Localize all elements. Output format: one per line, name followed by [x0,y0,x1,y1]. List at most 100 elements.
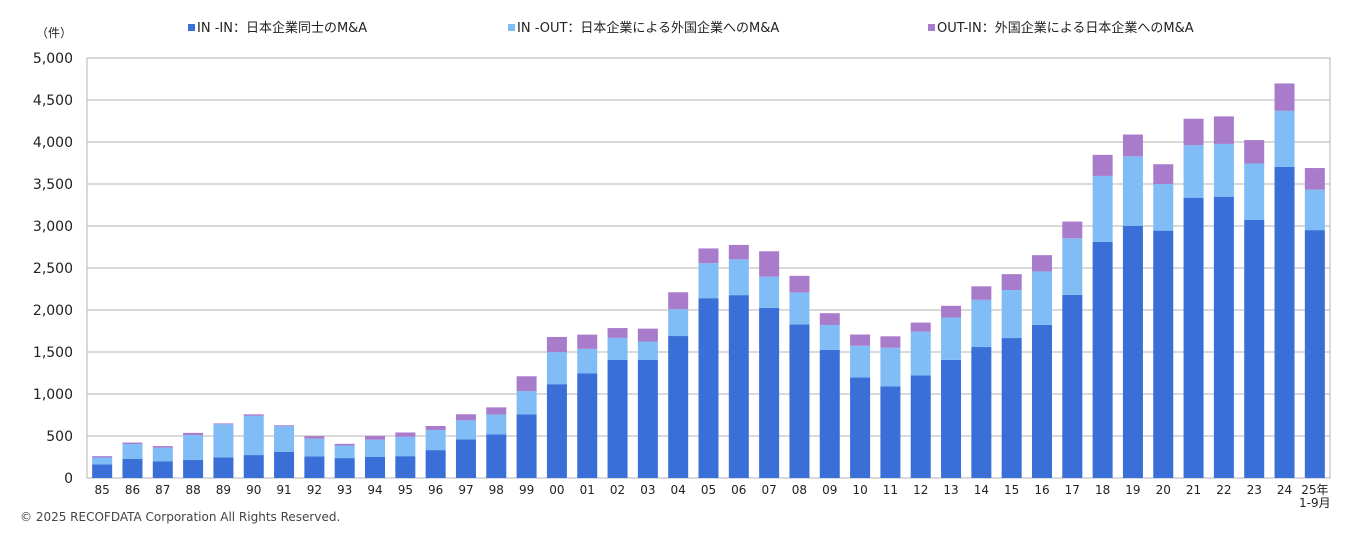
legend-label: IN -OUT：日本企業による外国企業へのM&A [517,20,779,36]
bar-segment-series-3 [1244,140,1265,164]
x-tick-label: 06 [731,483,746,497]
bar-segment-series-3 [1153,164,1174,184]
x-tick-label: 18 [1095,483,1110,497]
x-tick-label: 93 [337,483,352,497]
bar-segment-series-1 [1031,324,1052,478]
bar-segment-series-2 [274,426,295,452]
bar-segment-series-3 [880,336,901,348]
x-tick-label: 09 [822,483,837,497]
x-tick-label: 22 [1216,483,1231,497]
bar-segment-series-1 [152,461,173,478]
bar-segment-series-1 [910,375,931,478]
bar-segment-series-1 [1183,197,1204,478]
bar-segment-series-2 [577,348,598,374]
bar-segment-series-2 [455,420,476,440]
bar-segment-series-3 [1031,255,1052,272]
bar-segment-series-3 [637,328,658,342]
bar-segment-series-2 [971,299,992,348]
bar-segment-series-3 [910,322,931,332]
x-tick-label: 04 [671,483,686,497]
bar-segment-series-2 [213,424,234,458]
bar-segment-series-1 [546,384,567,478]
bar-segment-series-3 [1062,221,1083,239]
x-tick-label: 19 [1125,483,1140,497]
x-tick-label: 14 [974,483,989,497]
bar-segment-series-1 [1001,338,1022,478]
bar-segment-series-1 [243,455,264,478]
bar-segment-series-1 [637,359,658,478]
x-tick-label: 08 [792,483,807,497]
bar-segment-series-1 [274,451,295,478]
x-tick-label: 23 [1247,483,1262,497]
bar-segment-series-2 [1092,175,1113,242]
bar-segment-series-2 [122,444,143,460]
x-tick-label: 13 [943,483,958,497]
bar-segment-series-2 [607,337,628,360]
bar-segment-series-1 [395,456,416,478]
bar-segment-series-2 [819,324,840,350]
bar-segment-series-1 [1304,230,1325,478]
bar-segment-series-3 [819,313,840,325]
bar-segment-series-3 [728,244,749,260]
bar-segment-series-1 [425,450,446,478]
bar-segment-series-2 [304,438,325,457]
bar-segment-series-2 [1183,145,1204,198]
x-tick-label: 25年 [1301,483,1328,497]
bar-segment-series-3 [577,334,598,349]
bar-segment-series-3 [455,414,476,421]
y-tick-label: 3,000 [33,219,73,235]
x-tick-label: 05 [701,483,716,497]
y-tick-label: 5,000 [33,51,73,67]
bar-segment-series-2 [243,415,264,456]
bar-segment-series-1 [1213,196,1234,478]
legend-swatch [928,24,935,31]
bar-segment-series-3 [304,436,325,439]
bar-segment-series-1 [880,386,901,478]
bar-segment-series-1 [1274,166,1295,478]
bar-segment-series-2 [486,414,507,435]
y-tick-label: 1,000 [33,387,73,403]
bar-segment-series-2 [910,331,931,376]
bar-segment-series-2 [334,445,355,459]
x-tick-label: 89 [216,483,231,497]
bar-segment-series-1 [941,359,962,478]
bar-segment-series-1 [1244,219,1265,478]
x-tick-label: 01 [580,483,595,497]
legend-swatch [508,24,515,31]
bar-segment-series-2 [152,447,173,462]
bar-segment-series-3 [152,446,173,448]
bar-segment-series-3 [122,442,143,445]
legend: IN -IN：日本企業同士のM&A IN -OUT：日本企業による外国企業へのM&… [188,20,1194,36]
bar-segment-series-3 [334,443,355,446]
bar-segment-series-1 [789,324,810,478]
bar-segment-series-3 [941,305,962,318]
x-tick-label: 15 [1004,483,1019,497]
x-tick-label: 02 [610,483,625,497]
bar-segment-series-3 [92,456,113,458]
bar-segment-series-2 [1062,238,1083,295]
x-tick-label: 85 [95,483,110,497]
y-tick-label: 4,500 [33,93,73,109]
x-tick-label: 96 [428,483,443,497]
x-tick-label: 90 [246,483,261,497]
bar-segment-series-1 [819,349,840,478]
x-tick-label: 92 [307,483,322,497]
bar-segment-series-2 [1274,110,1295,167]
bar-segment-series-3 [213,423,234,425]
x-axis: 85 86 87 88 89 90 91 92 93 94 95 96 97 98 99 00 01 02 03 04… [95,483,1331,510]
bar-segment-series-2 [850,345,871,378]
bar-segment-series-1 [759,307,780,478]
x-tick-label: 99 [519,483,534,497]
x-tick-label: 07 [761,483,776,497]
bar-segment-series-1 [1153,230,1174,478]
bar-segment-series-3 [425,426,446,430]
x-tick-label: 98 [489,483,504,497]
bar-segment-series-3 [971,286,992,300]
bar-segment-series-2 [668,309,689,337]
bar-segment-series-1 [971,347,992,478]
bar-segment-series-3 [668,292,689,310]
x-tick-label: 21 [1186,483,1201,497]
bar-segment-series-3 [1122,134,1143,157]
bar-segment-series-1 [1092,241,1113,478]
